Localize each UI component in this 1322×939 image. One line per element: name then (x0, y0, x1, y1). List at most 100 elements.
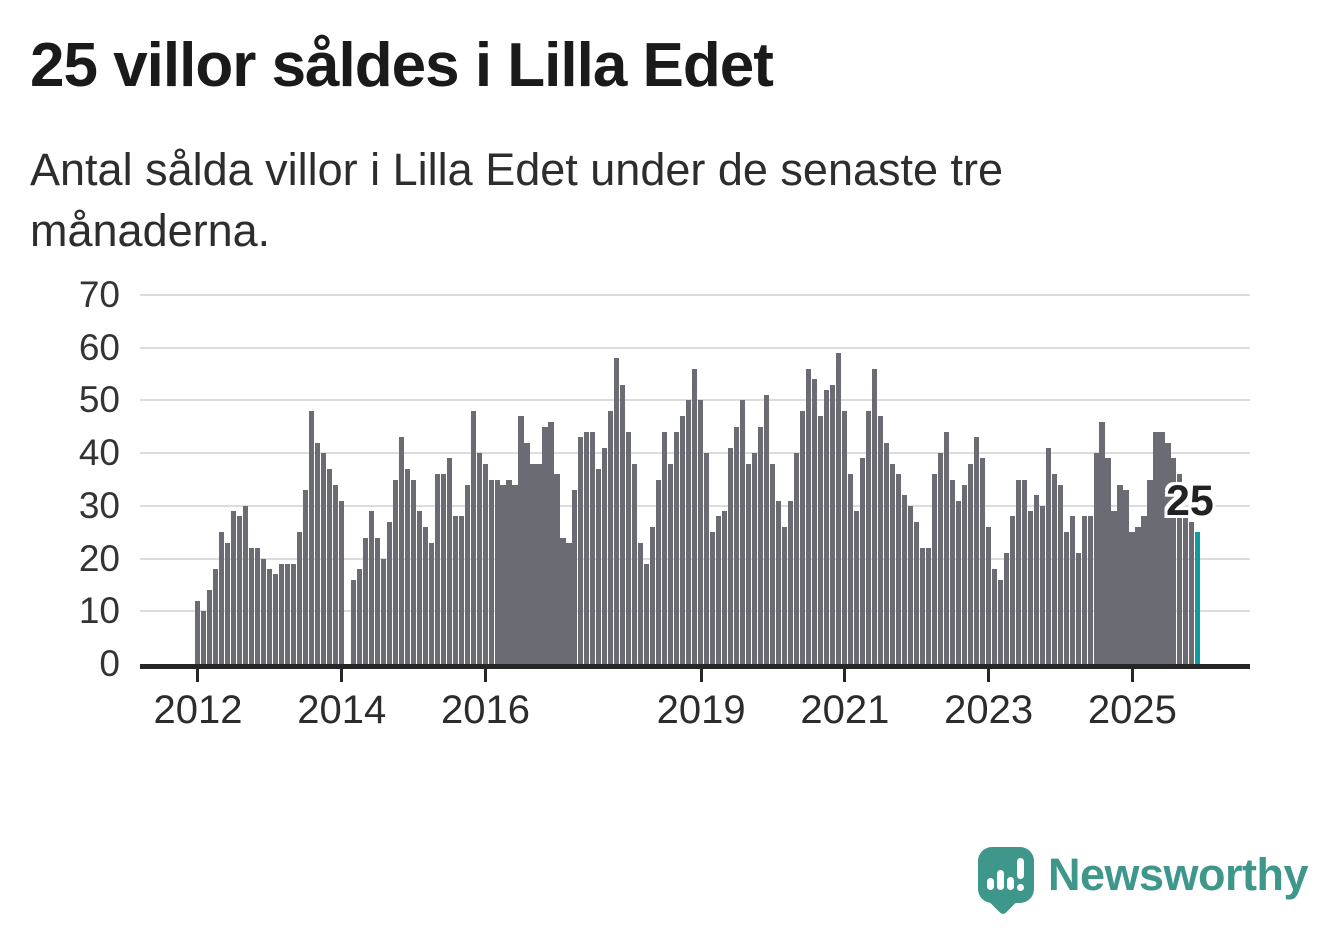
bar (817, 416, 824, 664)
bar (590, 432, 596, 664)
bar (1081, 516, 1087, 664)
bar (518, 416, 524, 664)
bar (668, 463, 674, 664)
bar (949, 479, 955, 664)
bar (272, 574, 278, 664)
bar (979, 458, 985, 664)
x-axis-tick (843, 669, 847, 682)
highlighted-bar (1195, 532, 1201, 664)
bar (883, 442, 889, 664)
bar (296, 532, 302, 664)
bar (925, 548, 931, 664)
bar (584, 432, 590, 664)
bar (1189, 521, 1195, 664)
bar (398, 437, 404, 664)
bar (895, 474, 901, 664)
bar (1063, 532, 1069, 664)
bar (362, 537, 368, 664)
x-axis-tick-label: 2014 (297, 688, 387, 732)
bar (1039, 505, 1045, 664)
bar (572, 490, 578, 664)
bar (680, 416, 686, 664)
bar (476, 453, 482, 664)
bar (500, 484, 506, 664)
bar (770, 463, 776, 664)
bar (380, 558, 386, 664)
bar (482, 463, 488, 664)
bar (829, 384, 836, 664)
logo-exclamation-icon (1017, 858, 1024, 879)
chart-subtitle: Antal sålda villor i Lilla Edet under de… (30, 144, 1004, 256)
bar (764, 395, 770, 664)
logo-chart-bar-icon (987, 878, 994, 890)
newsworthy-logo-icon (978, 847, 1034, 903)
bar (320, 453, 326, 664)
bar (961, 484, 967, 664)
bar (1123, 490, 1129, 664)
page-title: 25 villor såldes i Lilla Edet (30, 31, 774, 100)
bar (919, 548, 925, 664)
bar (260, 558, 266, 664)
bar (224, 542, 231, 664)
bar (674, 432, 680, 664)
bar (997, 579, 1003, 664)
bar (1129, 532, 1135, 664)
bar (865, 411, 871, 664)
x-axis-tick-label: 2021 (800, 688, 890, 732)
bar (985, 526, 991, 664)
y-axis-tick-label: 70 (78, 274, 120, 316)
bar (913, 521, 919, 664)
bar (656, 479, 662, 664)
bar (602, 447, 608, 664)
bar (416, 511, 422, 664)
bar (740, 400, 746, 664)
gridline (140, 294, 1250, 297)
bar (254, 548, 261, 664)
bar (302, 490, 308, 664)
x-axis-line (140, 664, 1250, 669)
y-axis-tick-label: 60 (78, 326, 120, 368)
bar (788, 500, 794, 664)
newsworthy-logo[interactable]: Newsworthy (978, 845, 1309, 930)
y-axis-tick-label: 30 (78, 484, 120, 526)
bar (392, 479, 398, 664)
bar (1015, 479, 1021, 664)
bars-layer (195, 295, 1205, 664)
last-value-label: 25 (1166, 477, 1214, 525)
bar (608, 411, 614, 664)
bar (326, 468, 332, 664)
bar (758, 426, 764, 664)
bar (1069, 516, 1075, 664)
bar (1021, 479, 1027, 664)
bar (560, 537, 566, 664)
bar (548, 421, 554, 664)
logo-chart-bar-icon (997, 870, 1004, 890)
y-axis-tick-label: 0 (99, 643, 120, 684)
x-axis-tick-label: 2025 (1087, 688, 1177, 732)
bar (434, 474, 440, 664)
bar (290, 563, 296, 664)
bar (752, 453, 758, 664)
bar (266, 569, 272, 664)
bar (871, 368, 877, 664)
x-axis-tick (1130, 669, 1134, 682)
bar (692, 368, 698, 664)
bar (248, 548, 255, 664)
bar (1141, 516, 1147, 664)
bar (195, 600, 201, 664)
bar (811, 379, 818, 664)
x-axis-tick (196, 669, 200, 682)
bar (967, 463, 973, 664)
bar (1177, 474, 1183, 664)
bar (356, 569, 362, 664)
x-axis-tick-label: 2019 (656, 688, 746, 732)
bar (512, 484, 518, 664)
bar (794, 453, 800, 664)
bar (386, 521, 392, 664)
bar (638, 542, 644, 664)
bar (835, 353, 842, 664)
bar (776, 500, 782, 664)
bar-chart: 0 10 20 30 40 50 60 70 2012 2014 2016 2019 2021 2023… (78, 274, 1250, 732)
bar (620, 384, 626, 664)
